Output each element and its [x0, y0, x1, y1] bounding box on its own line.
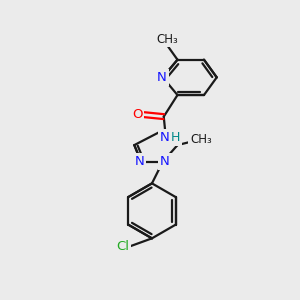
- Text: H: H: [171, 131, 180, 144]
- Text: N: N: [160, 155, 169, 168]
- Text: Cl: Cl: [116, 240, 129, 253]
- Text: N: N: [157, 71, 167, 84]
- Text: N: N: [160, 131, 169, 144]
- Text: CH₃: CH₃: [157, 33, 178, 46]
- Text: O: O: [132, 108, 142, 121]
- Text: CH₃: CH₃: [190, 133, 212, 146]
- Text: N: N: [134, 155, 144, 168]
